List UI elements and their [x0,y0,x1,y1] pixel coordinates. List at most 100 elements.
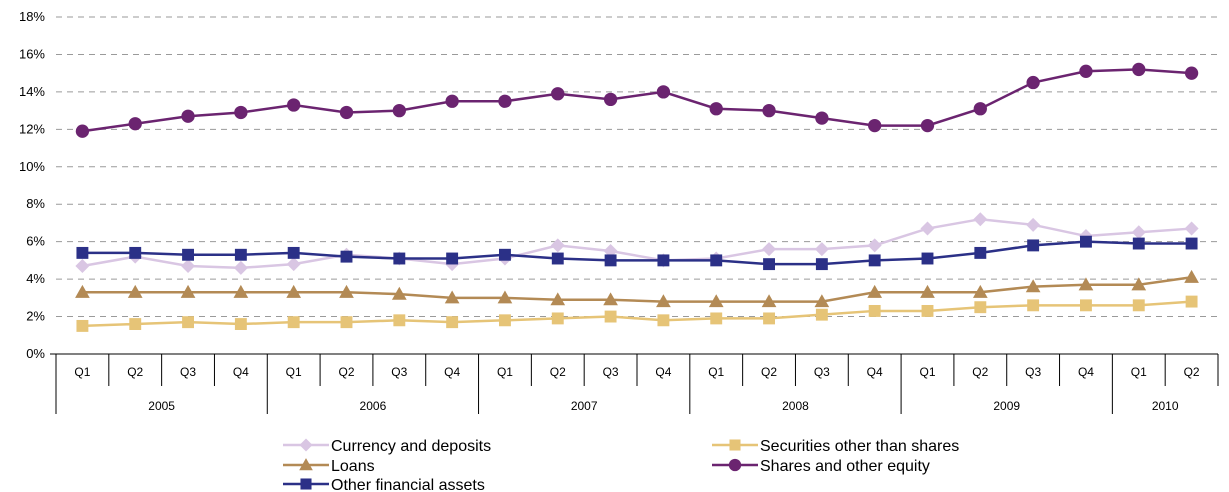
series-other-financial-assets [76,235,1198,271]
data-point [287,316,300,329]
y-tick-label: 2% [26,309,45,324]
legend-label: Other financial assets [331,477,485,492]
data-point [299,438,313,452]
data-point [182,248,194,261]
data-point [920,118,935,133]
data-point [762,103,776,118]
data-point [445,94,459,108]
year-label: 2007 [571,399,598,413]
data-point [814,242,829,257]
data-point [129,318,142,330]
year-label: 2008 [782,399,809,413]
legend-item: Securities other than shares [712,438,959,455]
x-tick-label: Q4 [1078,365,1094,379]
data-point [974,301,987,314]
data-point [657,254,670,267]
x-tick-label: Q2 [972,365,988,379]
data-point [604,254,617,267]
y-tick-label: 12% [19,121,45,136]
data-point [1184,269,1199,283]
data-point [868,254,881,267]
data-point [1185,295,1198,308]
legend: Currency and deposits Securities other th… [283,438,959,492]
data-point [1184,221,1199,236]
data-point [656,85,671,99]
data-point [181,109,195,123]
data-point [1080,299,1092,312]
legend-item: Loans [283,458,375,475]
year-label: 2009 [993,399,1020,413]
data-point [234,105,248,120]
y-tick-label: 0% [26,346,45,361]
data-point [728,458,742,472]
data-point [973,102,987,116]
data-point [550,238,565,253]
legend-label: Loans [331,458,375,475]
y-tick-label: 16% [19,46,45,61]
data-point [656,294,671,308]
data-point [233,284,249,298]
data-point [233,260,248,275]
data-point [729,439,741,451]
data-point [393,314,406,327]
data-point [761,294,777,308]
series-line [82,240,1192,266]
x-tick-label: Q2 [338,365,354,379]
x-tick-label: Q2 [761,365,777,379]
data-point [300,478,312,490]
data-point [234,248,247,261]
data-point [1026,217,1041,232]
data-point [974,246,987,259]
data-point [815,308,828,321]
y-axis-ticks: 0% 2% 4% 6% 8% 10% 12% 14% 16% 18% [19,9,45,361]
data-point [815,258,828,271]
data-point [339,284,354,298]
x-tick-label: Q1 [919,365,935,379]
data-point [551,312,564,325]
data-point [710,312,723,325]
data-point [550,292,566,306]
x-tick-label: Q3 [814,365,830,379]
data-point [603,292,618,306]
data-point [287,98,301,112]
y-tick-label: 8% [26,196,45,211]
series-line [82,217,1192,270]
series-loans [75,269,1199,308]
data-point [814,294,830,308]
x-tick-label: Q4 [444,365,460,379]
data-point [446,316,459,329]
x-axis: Q1 Q2 Q3 Q4 Q1 Q2 Q3 Q4 Q1 Q2 Q3 Q4 Q1 Q2 Q3 Q4 Q1 Q2 Q3 Q4… [50,353,1219,414]
data-point [551,252,564,265]
x-tick-label: Q2 [1184,365,1200,379]
x-tick-label: Q1 [286,365,302,379]
year-label: 2010 [1152,399,1179,413]
data-point [551,87,565,101]
data-point [921,252,934,265]
data-point [181,259,196,274]
data-point [392,103,406,118]
legend-label: Securities other than shares [760,438,959,455]
data-point [339,105,354,120]
x-tick-label: Q1 [74,365,90,379]
legend-item: Currency and deposits [283,438,491,455]
x-tick-label: Q4 [233,365,249,379]
series-lines [75,62,1199,332]
data-point [129,246,142,259]
series-securities-other-than-shares [76,295,1198,332]
data-point [286,284,302,298]
x-tick-label: Q3 [603,365,619,379]
legend-label: Shares and other equity [760,458,930,475]
x-tick-label: Q3 [391,365,407,379]
data-point [127,284,143,298]
series-shares-and-other-equity [75,62,1199,138]
data-point [708,294,724,308]
data-point [1027,239,1040,252]
data-point [182,316,194,329]
data-point [1132,299,1145,312]
data-point [867,238,882,253]
data-point [499,248,511,261]
data-point [1184,66,1199,80]
x-tick-label: Q2 [550,365,566,379]
data-point [604,310,617,323]
legend-item: Other financial assets [283,477,485,492]
